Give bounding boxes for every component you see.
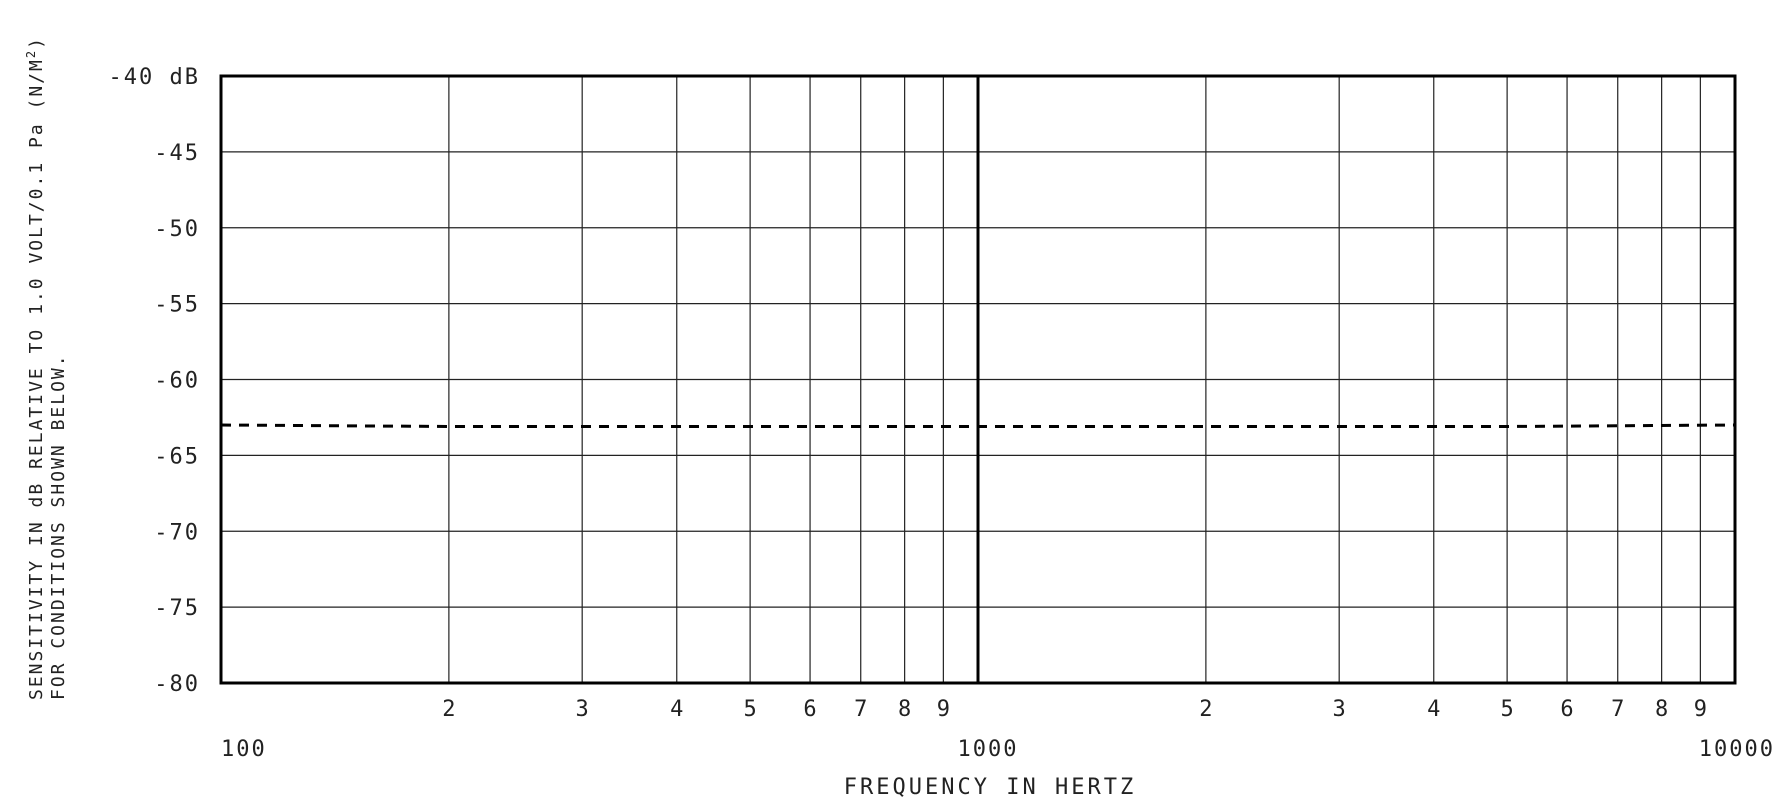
tick-layer: -40 dB -45 -50 -55 -60 -65 -70 -75 -80 2 3 4 5 6 7 8 9 2 3… (109, 65, 1775, 762)
y-tick-label: -50 (154, 217, 200, 242)
x-minor-tick-label: 9 (937, 697, 950, 722)
y-axis-label-line1-main: SENSITIVITY IN dB RELATIVE TO 1.0 VOLT/0… (26, 58, 47, 700)
x-major-tick-label: 1000 (958, 737, 1019, 762)
x-minor-tick-label: 4 (1427, 697, 1440, 722)
x-major-tick-label: 10000 (1699, 737, 1775, 762)
x-minor-tick-label: 8 (1655, 697, 1668, 722)
y-axis-label-line1-end: ) (26, 36, 47, 49)
x-minor-tick-label: 5 (1500, 697, 1513, 722)
x-minor-tick-label: 7 (1611, 697, 1624, 722)
y-axis-label-line2: FOR CONDITIONS SHOWN BELOW. (48, 353, 69, 700)
x-minor-tick-label: 6 (803, 697, 816, 722)
y-tick-label: -60 (154, 369, 200, 394)
x-minor-tick-label: 9 (1694, 697, 1707, 722)
y-tick-label: -55 (154, 293, 200, 318)
x-minor-tick-label: 2 (1199, 697, 1212, 722)
x-minor-tick-label: 5 (743, 697, 756, 722)
y-axis-label: SENSITIVITY IN dB RELATIVE TO 1.0 VOLT/0… (24, 36, 69, 700)
x-minor-tick-label: 6 (1560, 697, 1573, 722)
x-minor-tick-label: 4 (670, 697, 683, 722)
y-tick-label: -75 (154, 596, 200, 621)
x-minor-tick-label: 8 (898, 697, 911, 722)
frame-layer (219, 74, 1737, 685)
y-tick-label: -80 (154, 672, 200, 697)
plot-frame (219, 74, 1737, 685)
y-axis-label-superscript: 2 (24, 49, 38, 58)
y-axis-label-line1: SENSITIVITY IN dB RELATIVE TO 1.0 VOLT/0… (24, 36, 47, 700)
x-minor-tick-label: 3 (1333, 697, 1346, 722)
y-tick-label: -65 (154, 444, 200, 469)
x-minor-tick-label: 7 (854, 697, 867, 722)
x-axis-label: FREQUENCY IN HERTZ (844, 775, 1136, 800)
y-tick-label: -40 dB (109, 65, 200, 90)
x-major-tick-label: 100 (221, 737, 267, 762)
y-tick-label: -70 (154, 520, 200, 545)
x-minor-tick-label: 2 (442, 697, 455, 722)
y-tick-label: -45 (154, 141, 200, 166)
x-minor-tick-label: 3 (576, 697, 589, 722)
